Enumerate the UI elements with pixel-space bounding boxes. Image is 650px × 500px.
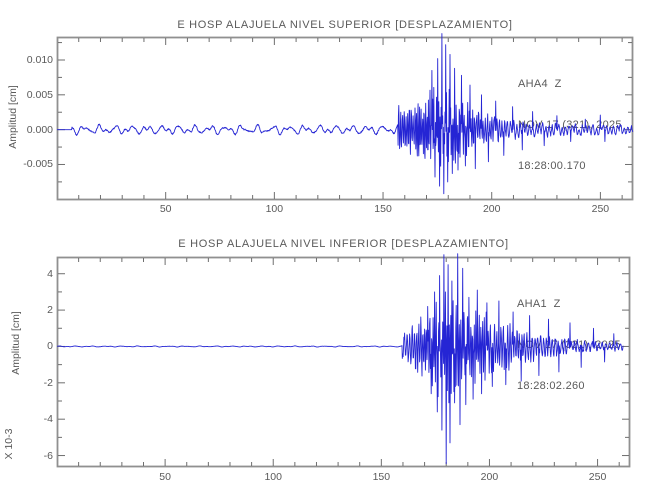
waveform-canvas — [56, 33, 634, 201]
x-tick-label: 50 — [159, 203, 172, 215]
y-tick-label: -0.005 — [23, 158, 53, 171]
plot-frame — [56, 36, 634, 201]
plot-title-superior: E HOSP ALAJUELA NIVEL SUPERIOR [DESPLAZA… — [177, 19, 513, 31]
trace-start-time: 18:28:02.260 — [517, 379, 585, 392]
y-scale-exponent-label: X 10-3 — [3, 428, 15, 460]
y-tick-label: -4 — [43, 413, 53, 426]
y-tick-label: 2 — [47, 304, 53, 317]
plot-frame — [56, 256, 631, 468]
x-tick-label: 250 — [591, 203, 610, 215]
x-tick-label: 100 — [265, 203, 284, 215]
y-tick-label: -6 — [43, 449, 53, 462]
x-tick-label: 200 — [480, 471, 499, 483]
waveform-trace — [56, 253, 624, 465]
waveform-canvas — [56, 253, 631, 468]
x-tick-label: 150 — [372, 471, 391, 483]
trace-start-time: 18:28:00.170 — [518, 159, 586, 172]
plot-title-inferior: E HOSP ALAJUELA NIVEL INFERIOR [DESPLAZA… — [178, 238, 509, 250]
y-tick-label: 0.000 — [26, 123, 53, 136]
x-tick-label: 250 — [588, 471, 607, 483]
x-tick-label: 100 — [264, 471, 282, 483]
x-tick-label: 150 — [374, 203, 392, 215]
y-tick-label: 0.005 — [26, 88, 53, 101]
x-tick-label: 50 — [159, 471, 171, 483]
station-code: AHA1 Z — [517, 298, 561, 311]
x-tick-label: 200 — [482, 203, 501, 215]
y-tick-label: 0 — [47, 340, 53, 353]
y-tick-label: -2 — [43, 376, 53, 389]
y-tick-label: 4 — [47, 267, 53, 280]
y-tick-label: 0.010 — [26, 53, 53, 66]
waveform-trace — [56, 33, 634, 195]
station-code: AHA4 Z — [518, 78, 562, 91]
